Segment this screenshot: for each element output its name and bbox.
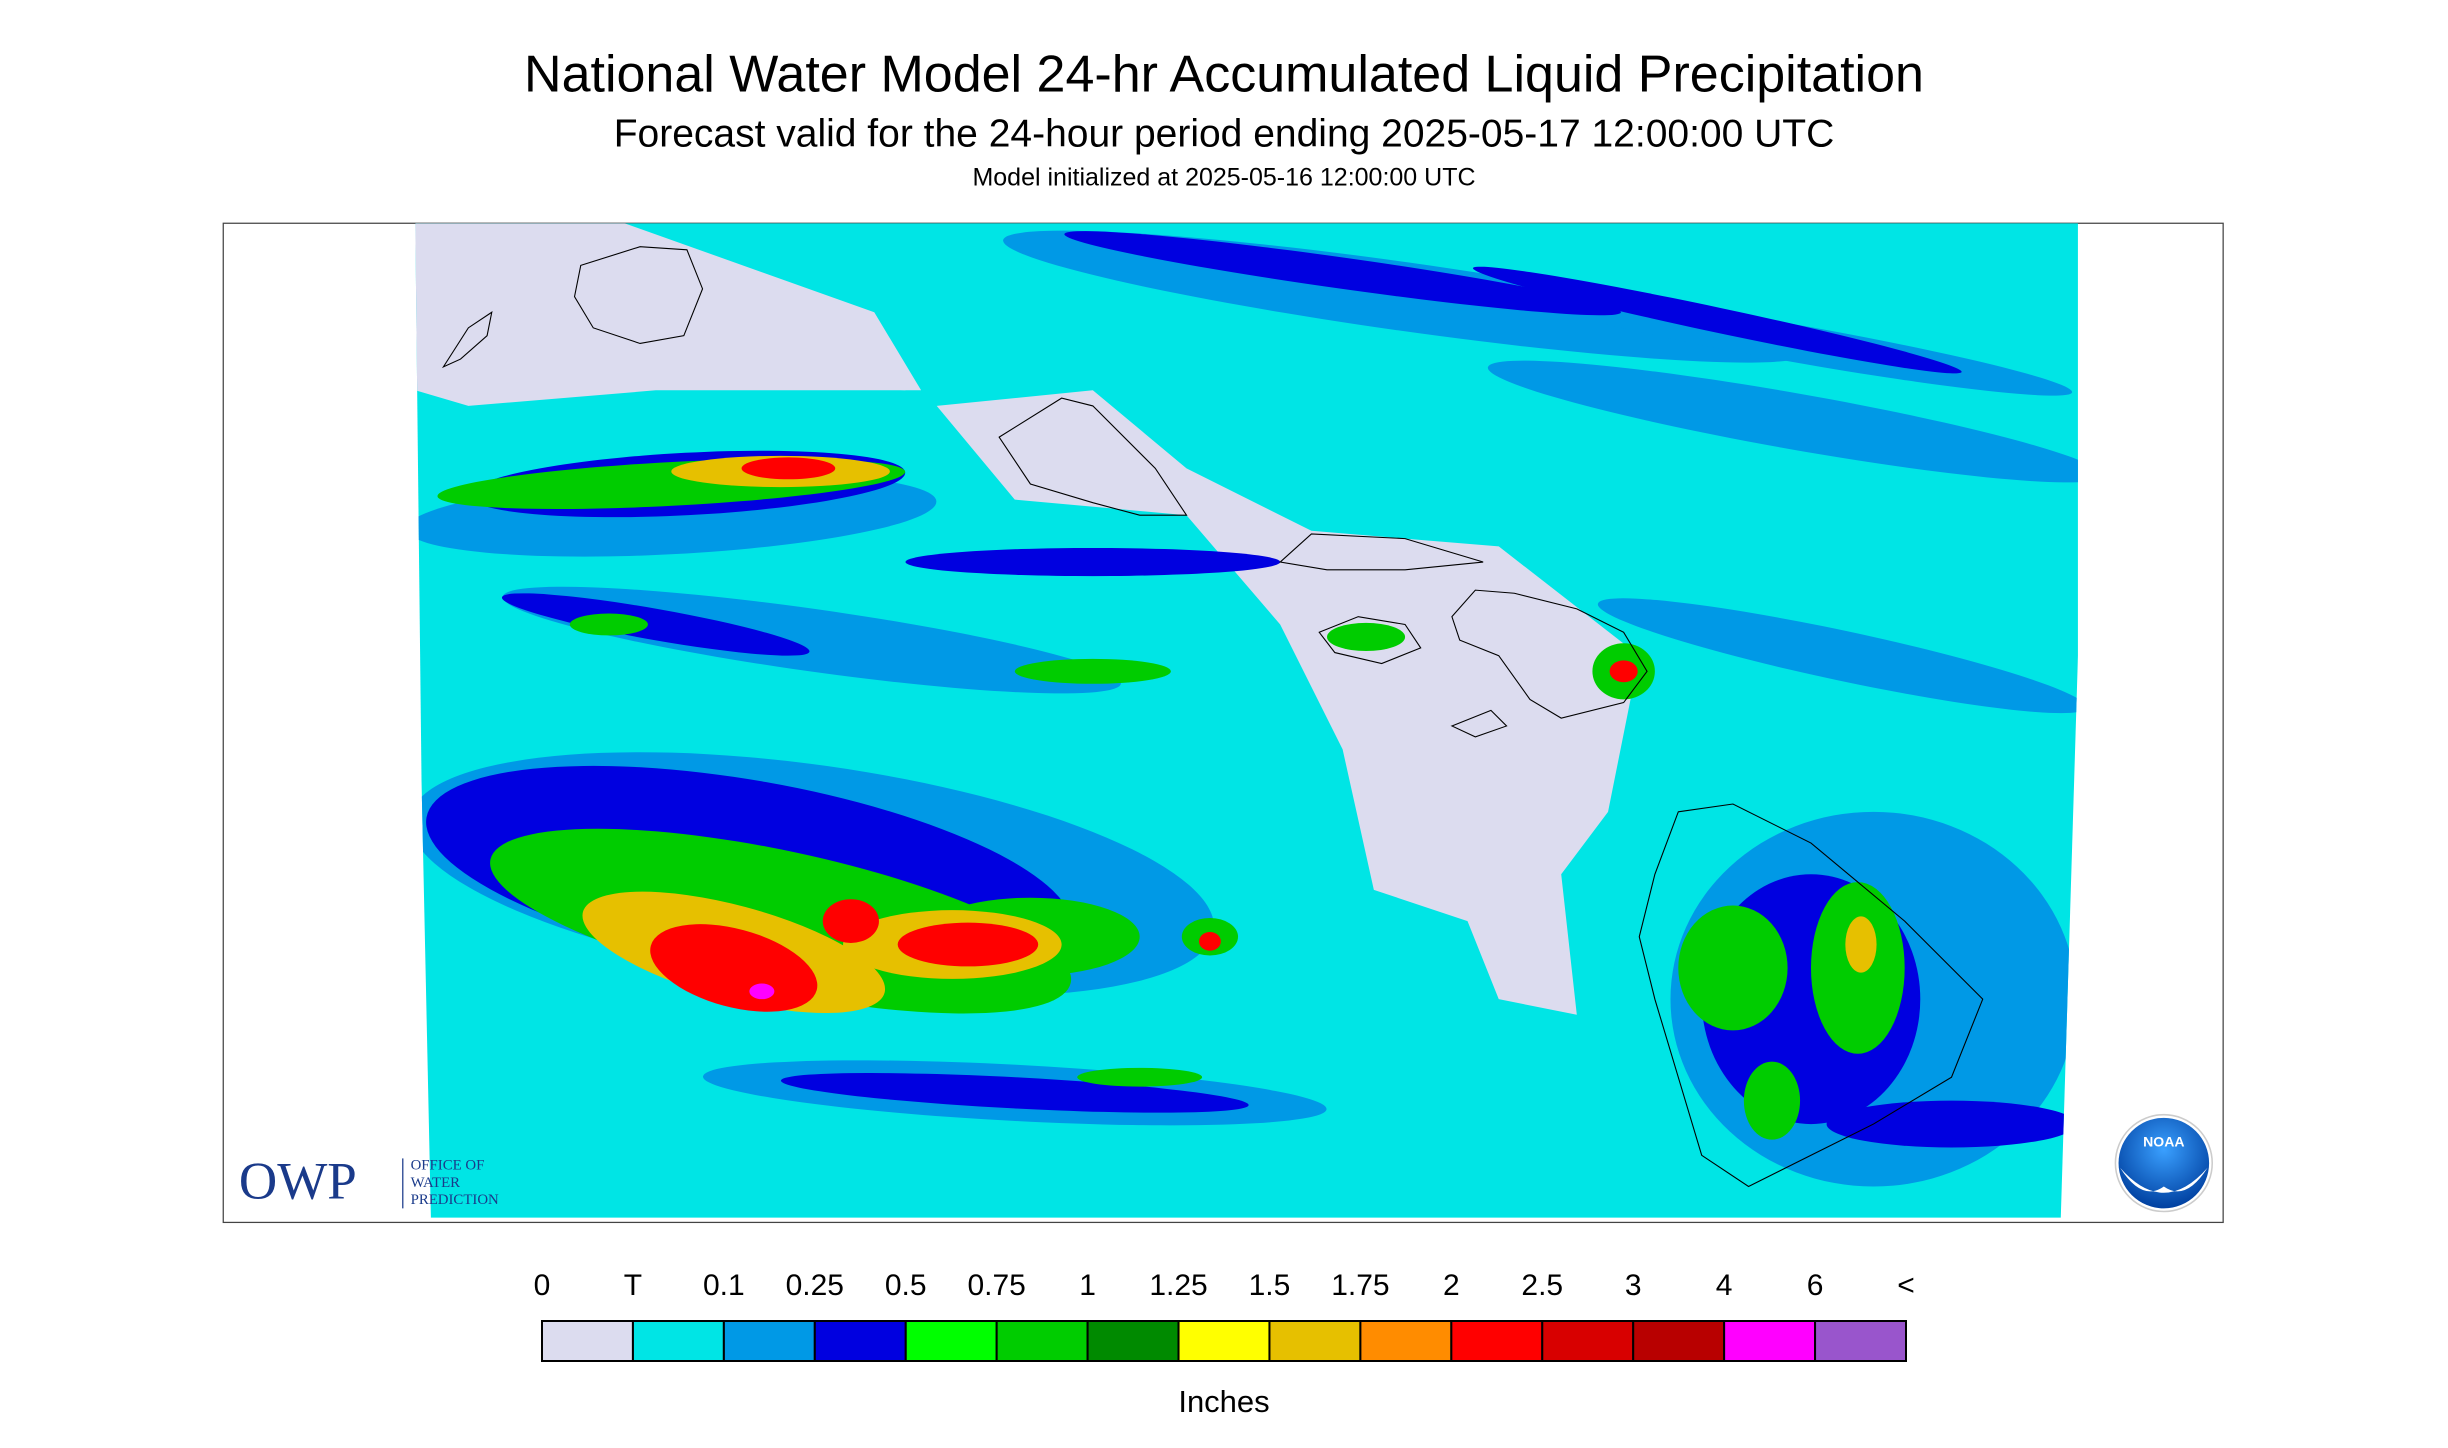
precip-field: [1609, 660, 1638, 683]
precip-field: [1845, 916, 1877, 973]
legend-label: 1.5: [1249, 1269, 1291, 1302]
legend-swatch: [904, 1320, 998, 1362]
legend-label: 6: [1807, 1269, 1824, 1302]
subtitle: Forecast valid for the 24-hour period en…: [614, 112, 1835, 155]
legend-label: 4: [1716, 1269, 1733, 1302]
precip-field: [1064, 231, 1621, 316]
legend-swatch: [541, 1320, 634, 1362]
precip-field: [1472, 266, 1962, 374]
legend-unit: Inches: [1178, 1384, 1269, 1419]
precip-field: [650, 457, 1638, 1012]
legend-label: 0.1: [703, 1269, 745, 1302]
legend-swatch: [1177, 1320, 1271, 1362]
legend-swatch: [1450, 1320, 1544, 1362]
legend-label: 2: [1443, 1269, 1460, 1302]
precip-field: [650, 924, 818, 1012]
legend-swatch: [1268, 1320, 1362, 1362]
precip-field: [1199, 932, 1221, 951]
precip-field: [741, 457, 836, 480]
coastlines: [1318, 616, 1422, 665]
precip-field: [501, 593, 810, 656]
precip-field: [749, 983, 775, 1000]
noaa-logo-disc: [2118, 1117, 2210, 1209]
precip-field: [1487, 360, 2078, 483]
precip-field: [415, 223, 2078, 1218]
coastlines: [573, 246, 704, 345]
legend-swatch: [1086, 1320, 1180, 1362]
precip-field: [1014, 658, 1171, 684]
owp-line: PREDICTION: [411, 1192, 499, 1208]
legend: 0 T 0.1 0.25 0.5 0.75 1 1.25 1.5 1.75 2 2.5 3 4 6 < Inch…: [534, 1269, 1915, 1419]
legend-label: 0.75: [967, 1269, 1025, 1302]
legend-swatch: [1814, 1320, 1907, 1362]
legend-label: 3: [1625, 1269, 1642, 1302]
precip-field: [1597, 598, 2078, 714]
precip-field: [1743, 1061, 1801, 1140]
legend-swatch: [813, 1320, 907, 1362]
legend-swatch: [1723, 1320, 1817, 1362]
precip-field: [1327, 622, 1406, 652]
precip-field: [569, 613, 648, 636]
title: National Water Model 24-hr Accumulated L…: [524, 46, 1924, 104]
coastlines: [1451, 589, 1648, 719]
precip-field: [905, 547, 1281, 577]
legend-swatch: [1541, 1320, 1635, 1362]
legend-label: T: [624, 1269, 642, 1302]
precip-field: [1678, 905, 1788, 1031]
legend-label: 0: [534, 1269, 551, 1302]
legend-swatch: [722, 1320, 816, 1362]
legend-swatch: [995, 1320, 1089, 1362]
coastlines: [998, 397, 1188, 516]
precip-field: [780, 1073, 1249, 1113]
coastlines: [1278, 533, 1484, 571]
precip-field: [897, 922, 1039, 967]
init-time: Model initialized at 2025-05-16 12:00:00…: [972, 164, 1475, 192]
legend-swatch: [631, 1320, 725, 1362]
legend-label: 2.5: [1521, 1269, 1563, 1302]
owp-logo: OWP: [239, 1153, 357, 1211]
owp-line: WATER: [411, 1175, 461, 1191]
legend-label: 1.75: [1331, 1269, 1389, 1302]
coastlines: [441, 246, 1984, 1188]
map: OWP OFFICE OF WATER PREDICTION NOAA: [222, 222, 2224, 1224]
precip-field: [936, 390, 1640, 1015]
coastlines: [1638, 803, 1984, 1188]
noaa-bird: [2120, 1167, 2208, 1193]
precip-field: [1077, 1067, 1203, 1087]
noaa-text: NOAA: [2143, 1134, 2184, 1150]
legend-label: 1: [1079, 1269, 1096, 1302]
legend-swatch: [1632, 1320, 1726, 1362]
coastlines: [1450, 709, 1508, 738]
owp-line: OFFICE OF: [411, 1158, 485, 1174]
coastlines: [441, 311, 493, 369]
legend-label: 0.25: [786, 1269, 844, 1302]
precip-field: [822, 899, 879, 943]
legend-label: 1.25: [1149, 1269, 1207, 1302]
legend-label: 0.5: [885, 1269, 927, 1302]
precip-field: [1826, 1100, 2077, 1148]
precip-field: [702, 327, 906, 391]
legend-label: <: [1897, 1269, 1915, 1302]
legend-swatch: [1359, 1320, 1453, 1362]
